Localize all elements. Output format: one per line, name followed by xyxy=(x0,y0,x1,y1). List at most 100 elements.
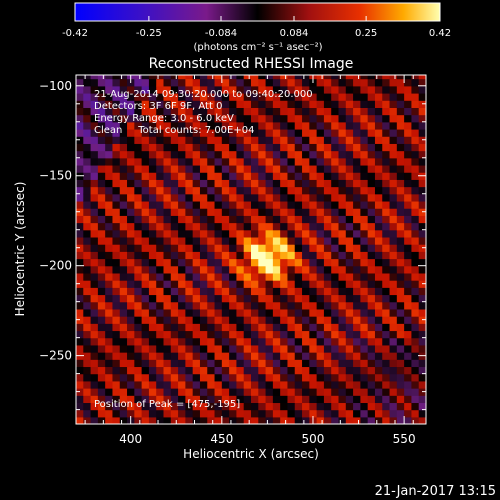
heatmap-cell xyxy=(323,200,332,209)
heatmap-cell xyxy=(396,352,405,360)
heatmap-cell xyxy=(382,294,391,303)
heatmap-cell xyxy=(265,78,274,87)
heatmap-cell xyxy=(367,294,376,303)
heatmap-cell xyxy=(353,100,361,108)
heatmap-cell xyxy=(236,265,245,274)
heatmap-cell xyxy=(163,200,172,209)
heatmap-cell xyxy=(272,244,281,252)
heatmap-cell xyxy=(382,100,391,108)
heatmap-cell xyxy=(148,114,157,123)
heatmap-cell xyxy=(411,121,420,130)
heatmap-cell xyxy=(418,402,426,411)
heatmap-cell xyxy=(97,114,106,123)
heatmap-cell xyxy=(90,294,99,303)
heatmap-cell xyxy=(258,121,267,130)
heatmap-cell xyxy=(382,280,391,288)
heatmap-cell xyxy=(338,208,347,216)
heatmap-cell xyxy=(229,222,238,231)
heatmap-cell xyxy=(214,75,223,80)
heatmap-cell xyxy=(185,244,194,252)
heatmap-cell xyxy=(243,200,252,209)
heatmap-cell xyxy=(374,359,383,368)
heatmap-cell xyxy=(251,373,259,382)
heatmap-cell xyxy=(331,409,340,418)
heatmap-cell xyxy=(360,308,369,317)
heatmap-cell xyxy=(105,157,114,166)
heatmap-cell xyxy=(258,229,267,238)
heatmap-cell xyxy=(404,208,413,216)
heatmap-cell xyxy=(251,114,259,123)
heatmap-cell xyxy=(323,359,332,368)
heatmap-cell xyxy=(374,164,383,173)
heatmap-cell xyxy=(148,402,157,411)
heatmap-cell xyxy=(112,215,121,224)
heatmap-cell xyxy=(404,179,413,188)
heatmap-cell xyxy=(141,215,150,224)
heatmap-cell xyxy=(272,294,281,303)
heatmap-cell xyxy=(97,402,106,411)
heatmap-cell xyxy=(323,193,332,202)
heatmap-cell xyxy=(236,344,245,353)
heatmap-cell xyxy=(302,236,310,245)
heatmap-cell xyxy=(243,186,252,195)
heatmap-cell xyxy=(331,186,340,195)
heatmap-cell xyxy=(229,388,238,396)
heatmap-cell xyxy=(221,301,230,310)
heatmap-cell xyxy=(367,157,376,166)
heatmap-cell xyxy=(105,409,114,418)
heatmap-cell xyxy=(236,316,245,324)
heatmap-cell xyxy=(141,265,150,274)
heatmap-cell xyxy=(382,136,391,144)
heatmap-cell xyxy=(280,107,289,116)
heatmap-cell xyxy=(134,78,143,87)
heatmap-cell xyxy=(411,100,420,108)
heatmap-cell xyxy=(316,143,325,152)
heatmap-cell xyxy=(265,121,274,130)
heatmap-cell xyxy=(214,352,223,360)
heatmap-cell xyxy=(141,186,150,195)
heatmap-cell xyxy=(243,157,252,166)
heatmap-cell xyxy=(374,416,383,424)
heatmap-cell xyxy=(323,186,332,195)
axis-ticks: 400 450 500 550−100−150−200−250 xyxy=(39,75,426,446)
heatmap-cell xyxy=(302,100,310,108)
heatmap-cell xyxy=(156,258,165,267)
heatmap-cell xyxy=(287,251,296,260)
heatmap-cell xyxy=(90,78,99,87)
heatmap-cell xyxy=(170,244,179,252)
heatmap-cell xyxy=(192,373,201,382)
heatmap-cell xyxy=(302,373,310,382)
heatmap-cell xyxy=(345,107,354,116)
heatmap-cell xyxy=(302,402,310,411)
heatmap-cell xyxy=(338,272,347,281)
heatmap-cell xyxy=(243,280,252,288)
heatmap-cell xyxy=(178,380,186,389)
heatmap-cell xyxy=(112,272,121,281)
heatmap-cell xyxy=(170,272,179,281)
heatmap-cell xyxy=(316,200,325,209)
heatmap-cell xyxy=(323,100,332,108)
heatmap-cell xyxy=(141,301,150,310)
heatmap-cell xyxy=(396,121,405,130)
heatmap-cell xyxy=(382,409,391,418)
heatmap-cell xyxy=(214,114,223,123)
heatmap-cell xyxy=(134,301,143,310)
heatmap-cell xyxy=(119,172,128,180)
heatmap-cell xyxy=(404,395,413,404)
heatmap-cell xyxy=(294,100,303,108)
heatmap-cell xyxy=(418,92,426,101)
heatmap-cell xyxy=(411,150,420,159)
heatmap-cell xyxy=(251,352,259,360)
heatmap-cell xyxy=(265,380,274,389)
heatmap-cell xyxy=(258,150,267,159)
heatmap-cell xyxy=(396,337,405,346)
heatmap-cell xyxy=(90,251,99,260)
heatmap-cell xyxy=(418,107,426,116)
heatmap-cell xyxy=(309,236,318,245)
heatmap-cell xyxy=(178,229,186,238)
heatmap-cell xyxy=(236,301,245,310)
heatmap-cell xyxy=(287,193,296,202)
heatmap-cell xyxy=(199,75,208,80)
heatmap-cell xyxy=(185,157,194,166)
heatmap-cell xyxy=(265,272,274,281)
